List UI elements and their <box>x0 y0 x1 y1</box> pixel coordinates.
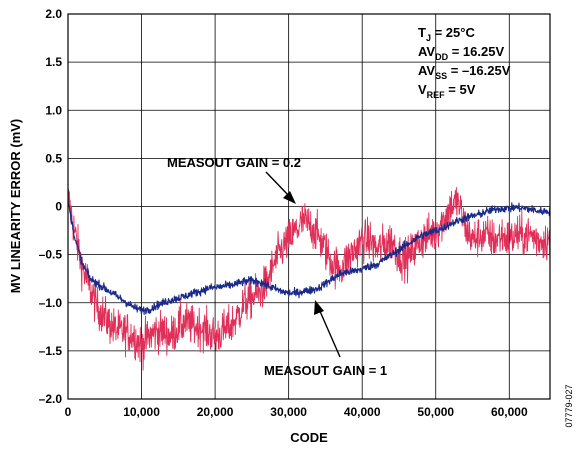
y-tick-label: –1.0 <box>39 296 63 310</box>
y-tick-label: 2.0 <box>45 7 62 21</box>
x-axis-title: CODE <box>290 430 328 445</box>
x-tick-label: 60,000 <box>491 405 528 419</box>
grid-lines <box>68 14 550 399</box>
y-tick-label: –0.5 <box>39 248 63 262</box>
figure-id: 07779-027 <box>564 384 574 427</box>
y-tick-label: –1.5 <box>39 344 63 358</box>
condition-avdd: AVDD = 16.25V <box>418 44 504 62</box>
x-tick-labels: 0 10,000 20,000 30,000 40,000 50,000 60,000 <box>65 405 528 419</box>
condition-vref: VREF = 5V <box>418 82 476 100</box>
x-tick-label: 20,000 <box>197 405 234 419</box>
y-axis-title: MV LINEARITY ERROR (mV) <box>8 119 23 294</box>
x-tick-label: 0 <box>65 405 72 419</box>
x-tick-label: 30,000 <box>270 405 307 419</box>
y-tick-label: 1.5 <box>45 55 62 69</box>
x-tick-label: 50,000 <box>417 405 454 419</box>
y-tick-label: 1.0 <box>45 103 62 117</box>
y-tick-label: –2.0 <box>39 392 63 406</box>
x-tick-label: 10,000 <box>123 405 160 419</box>
series-line-1 <box>67 200 551 316</box>
conditions-box: TJ = 25°C AVDD = 16.25V AVSS = –16.25V V… <box>418 25 511 100</box>
x-tick-label: 40,000 <box>344 405 381 419</box>
plot-series <box>67 186 551 371</box>
y-tick-label: 0 <box>55 200 62 214</box>
y-tick-label: 0.5 <box>45 151 62 165</box>
series-line-0 <box>67 186 551 371</box>
y-tick-labels: 2.0 1.5 1.0 0.5 0 –0.5 –1.0 –1.5 –2.0 <box>39 7 63 406</box>
annotation-gain-1: MEASOUT GAIN = 1 <box>264 363 387 378</box>
condition-avss: AVSS = –16.25V <box>418 63 511 81</box>
arrow-gain-0-2 <box>265 171 296 204</box>
annotation-gain-0-2: MEASOUT GAIN = 0.2 <box>167 155 301 170</box>
plot-frame <box>67 13 551 400</box>
condition-tj: TJ = 25°C <box>418 25 475 43</box>
arrow-gain-1 <box>314 300 341 358</box>
